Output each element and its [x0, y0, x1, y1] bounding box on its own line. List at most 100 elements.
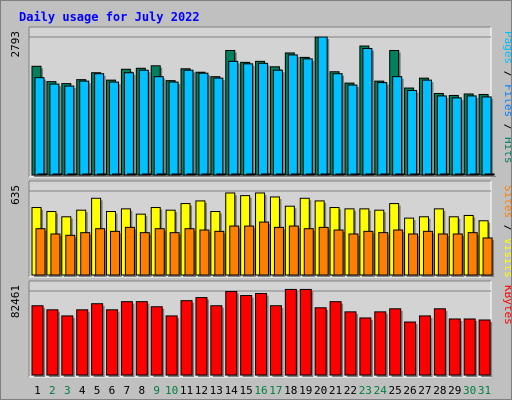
ymax-label: 82461	[9, 285, 22, 318]
x-tick-31: 31	[478, 384, 491, 397]
legend-part: Visits	[502, 238, 511, 278]
bar-pages-31	[484, 173, 497, 177]
bar-body	[421, 79, 432, 176]
bar-sites-21	[333, 229, 346, 277]
bar-body	[436, 95, 447, 176]
bar-body	[320, 173, 331, 176]
bar-kbytes-12	[195, 297, 209, 377]
bar-shadow	[144, 176, 154, 177]
bar-shadow	[99, 176, 109, 177]
bar-kbytes-3	[61, 315, 75, 377]
bar-shadow	[114, 176, 124, 177]
bar-sites-23	[363, 230, 375, 277]
bar-shadow	[69, 176, 79, 177]
x-tick-27: 27	[418, 384, 431, 397]
bar-body	[288, 225, 299, 276]
bar-files-26	[407, 90, 419, 177]
bar-body	[359, 317, 372, 376]
bar-kbytes-8	[135, 301, 150, 377]
bar-kbytes-6	[106, 309, 120, 377]
bar-body	[451, 97, 462, 176]
bar-sites-29	[452, 233, 465, 277]
bar-body	[439, 173, 450, 176]
chart-title: Daily usage for July 2022	[19, 10, 200, 24]
bar-sites-19	[303, 228, 316, 277]
bar-body	[79, 80, 90, 176]
bar-body	[210, 305, 223, 376]
bar-kbytes-9	[150, 306, 165, 377]
bar-body	[408, 233, 419, 276]
bar-kbytes-15	[240, 295, 254, 377]
bar-files-14	[228, 60, 240, 178]
bar-sites-10	[169, 232, 182, 277]
series-legend: Sites / Visits	[502, 185, 511, 278]
chart-panels: 2793 Pages / Files / Hits 635 Sites / Visit…	[9, 26, 511, 378]
x-tick-21: 21	[329, 384, 342, 397]
bar-files-1	[34, 77, 46, 177]
bar-body	[314, 307, 327, 376]
x-tick-2: 2	[49, 384, 56, 397]
bar-files-13	[213, 77, 225, 177]
bar-body	[183, 69, 194, 176]
bar-body	[110, 230, 121, 276]
bar-body	[37, 173, 48, 176]
bar-body	[377, 82, 388, 176]
bar-body	[418, 315, 431, 376]
bar-shadow	[218, 176, 228, 177]
bar-body	[150, 306, 163, 376]
bar-body	[303, 228, 314, 276]
bar-body	[484, 173, 495, 176]
bar-kbytes-16	[255, 293, 269, 377]
bar-body	[240, 295, 253, 376]
bar-files-28	[436, 95, 449, 177]
x-tick-3: 3	[64, 384, 71, 397]
x-tick-4: 4	[79, 384, 86, 397]
bar-shadow	[54, 176, 64, 177]
legend-part: /	[502, 218, 511, 238]
bar-body	[258, 62, 269, 176]
bar-body	[184, 228, 195, 276]
bar-body	[34, 77, 45, 176]
ymax-label: 2793	[9, 31, 22, 58]
bar-kbytes-4	[76, 309, 90, 377]
bar-body	[139, 232, 150, 276]
bar-body	[332, 73, 343, 176]
bar-sites-4	[80, 232, 92, 277]
bar-sites-15	[244, 225, 256, 277]
series-legend: Pages / Files / Hits	[502, 31, 511, 164]
bar-sites-26	[408, 233, 420, 277]
bar-shadow	[442, 176, 452, 177]
bar-body	[374, 311, 387, 376]
x-tick-22: 22	[344, 384, 357, 397]
bar-shadow	[367, 176, 377, 177]
legend-part: /	[502, 117, 511, 137]
x-tick-28: 28	[433, 384, 446, 397]
series-legend: KBytes	[502, 285, 511, 325]
bar-shadow	[427, 176, 437, 177]
bar-files-16	[258, 62, 270, 177]
bar-body	[244, 225, 255, 276]
bar-body	[350, 173, 361, 176]
bar-body	[329, 301, 342, 376]
bar-files-29	[451, 97, 464, 177]
bar-body	[216, 173, 227, 176]
bar-body	[52, 173, 63, 176]
bar-body	[94, 73, 105, 176]
bar-kbytes-7	[120, 301, 135, 377]
bar-body	[347, 84, 358, 176]
x-tick-8: 8	[138, 384, 145, 397]
bar-body	[64, 85, 75, 176]
bar-body	[380, 173, 391, 176]
x-tick-12: 12	[195, 384, 208, 397]
bar-shadow	[412, 176, 422, 177]
bar-body	[171, 173, 182, 176]
bar-kbytes-23	[359, 317, 373, 377]
bar-body	[109, 81, 120, 176]
bar-body	[302, 58, 313, 176]
bar-body	[201, 173, 212, 176]
bar-sites-31	[482, 237, 495, 277]
x-tick-23: 23	[359, 384, 372, 397]
bar-sites-28	[437, 233, 450, 277]
bar-body	[454, 173, 465, 176]
bar-body	[365, 173, 376, 176]
